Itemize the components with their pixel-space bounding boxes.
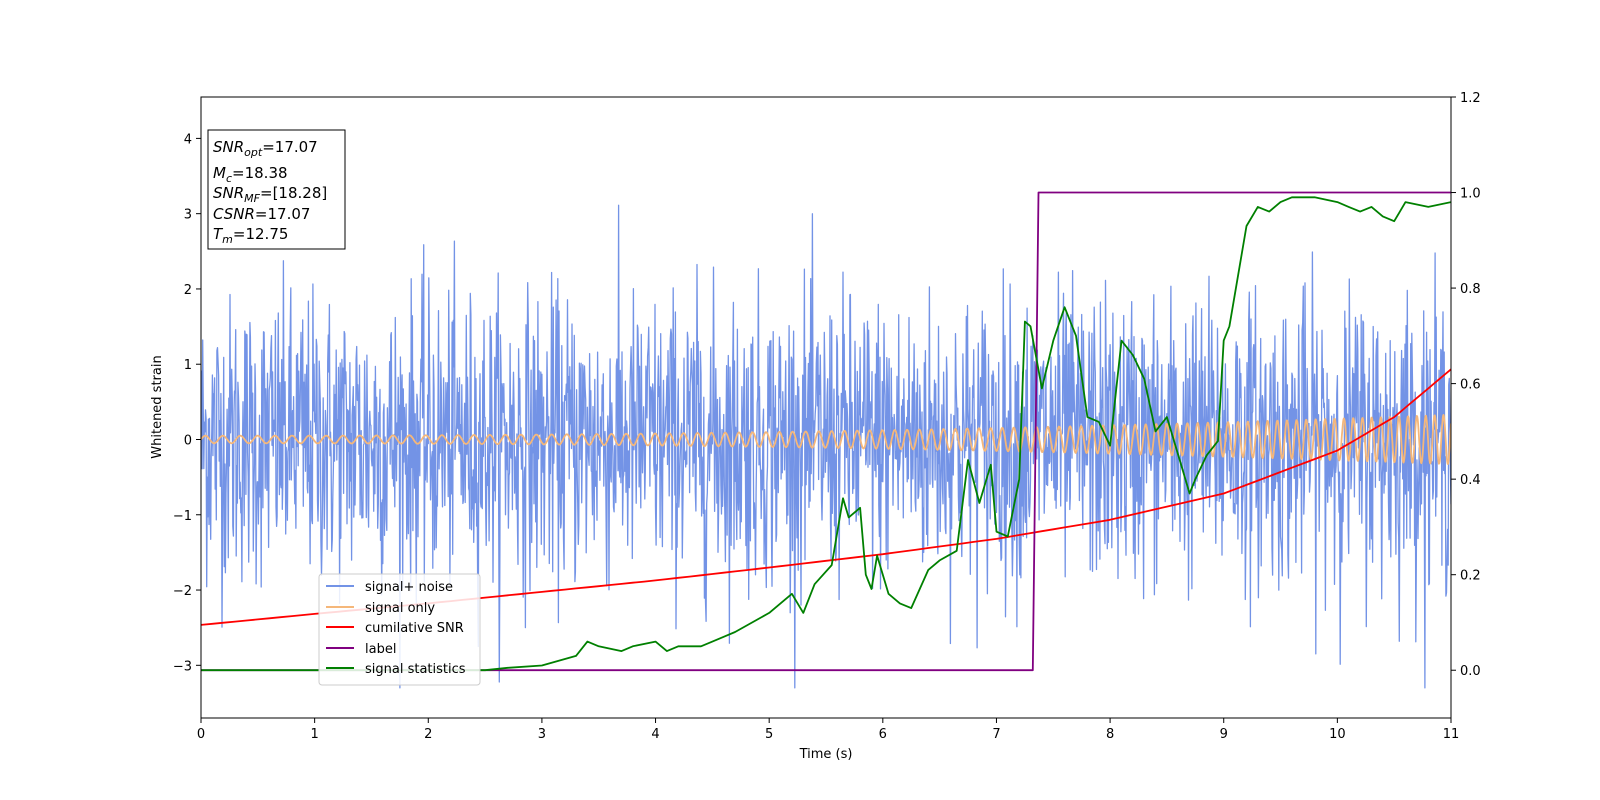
y2-tick-label: 0.0 — [1460, 664, 1481, 679]
legend-label-signal-statistics: signal statistics — [365, 662, 466, 677]
x-tick-label: 8 — [1106, 727, 1114, 742]
y-tick-label: −1 — [173, 509, 192, 524]
legend: signal+ noise signal only cumilative SNR… — [318, 573, 481, 686]
x-tick-label: 9 — [1220, 727, 1228, 742]
x-tick-label: 0 — [197, 727, 205, 742]
annotation-mc: Mc=18.38 — [213, 164, 288, 185]
x-axis-label: Time (s) — [799, 747, 853, 762]
y2-tick-label: 1.2 — [1460, 91, 1481, 106]
y2-tick-label: 0.8 — [1460, 282, 1481, 297]
y2-tick-label: 0.6 — [1460, 378, 1481, 393]
x-tick-label: 6 — [879, 727, 887, 742]
legend-label-signal-only: signal only — [365, 601, 435, 616]
plot-frame — [200, 96, 1452, 719]
y-tick-label: 2 — [184, 283, 192, 298]
series-line-3 — [201, 191, 1451, 672]
legend-frame — [318, 573, 481, 686]
legend-label-label: label — [365, 642, 396, 657]
y-tick-label: 0 — [184, 433, 192, 448]
x-tick-label: 1 — [310, 727, 318, 742]
y-tick-label: −2 — [173, 584, 192, 599]
series-line-4 — [201, 196, 1451, 672]
x-tick-label: 2 — [424, 727, 432, 742]
x-tick-label: 5 — [765, 727, 773, 742]
y2-tick-label: 0.4 — [1460, 473, 1481, 488]
y-tick-label: −3 — [173, 659, 192, 674]
y-tick-label: 4 — [184, 132, 192, 147]
annotation-box: SNRopt=17.07 Mc=18.38 SNRMF=[18.28] CSNR… — [207, 129, 346, 250]
y-tick-label: 1 — [184, 358, 192, 373]
x-tick-label: 7 — [992, 727, 1000, 742]
annotation-snr-mf: SNRMF=[18.28] — [213, 184, 327, 205]
x-tick-label: 4 — [651, 727, 659, 742]
x-tick-label: 3 — [538, 727, 546, 742]
series-line-0 — [201, 204, 1451, 689]
legend-label-cumulative-snr: cumilative SNR — [365, 621, 464, 636]
annotation-csnr: CSNR=17.07 — [213, 205, 310, 223]
y-axis-label: Whitened strain — [150, 355, 165, 458]
y-tick-label: 3 — [184, 208, 192, 223]
annotation-frame — [207, 129, 346, 250]
y2-tick-label: 0.2 — [1460, 569, 1481, 584]
x-tick-label: 10 — [1329, 727, 1346, 742]
axis-layer: 0 1 2 3 4 5 6 7 8 9 10 11 −3 −2 −1 0 1 2 3 4 0.0 0.2 0.4 0.6 0.8… — [173, 91, 1481, 742]
y2-tick-label: 1.0 — [1460, 187, 1481, 202]
annotation-snr-opt: SNRopt=17.07 — [213, 138, 318, 159]
series-line-1 — [201, 414, 1451, 465]
annotation-tm: Tm=12.75 — [213, 225, 288, 246]
x-tick-label: 11 — [1443, 727, 1460, 742]
legend-label-signal-noise: signal+ noise — [365, 580, 453, 595]
